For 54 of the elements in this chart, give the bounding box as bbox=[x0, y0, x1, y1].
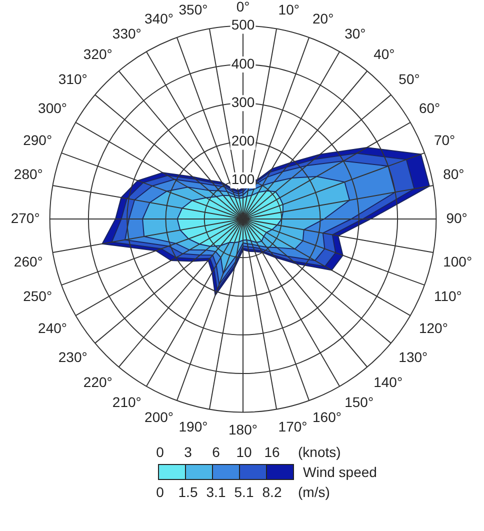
spoke-label: 80° bbox=[443, 166, 464, 182]
y-tick-label: 300 bbox=[231, 94, 255, 110]
spoke-label: 70° bbox=[434, 132, 456, 148]
spoke-label: 90° bbox=[446, 210, 468, 226]
spoke-label: 270° bbox=[10, 210, 40, 226]
spoke-label: 130° bbox=[398, 348, 428, 365]
y-tick-label: 200 bbox=[231, 132, 255, 149]
spoke-label: 30° bbox=[344, 25, 366, 42]
text: 8.2 bbox=[261, 484, 283, 500]
spoke-label: 330° bbox=[112, 25, 142, 42]
y-tick-label: 500 bbox=[231, 16, 255, 33]
spoke-label: 180° bbox=[228, 421, 258, 438]
text: 6 bbox=[211, 444, 221, 460]
spoke-label: 40° bbox=[374, 46, 395, 62]
text: 0 bbox=[155, 484, 165, 500]
y-tick-label: 400 bbox=[231, 55, 255, 72]
spoke-label: 300° bbox=[38, 100, 68, 116]
spoke-label: 250° bbox=[23, 288, 52, 304]
spoke-label: 260° bbox=[14, 254, 43, 270]
y-tick-label: 100 bbox=[231, 171, 255, 188]
spoke-label: 200° bbox=[144, 409, 174, 426]
spoke-label: 320° bbox=[83, 46, 112, 62]
spoke-label: 0° bbox=[236, 0, 250, 14]
text: 5.1 bbox=[233, 484, 255, 500]
spoke-label: 190° bbox=[178, 418, 208, 434]
spoke-label: 170° bbox=[278, 418, 308, 434]
spoke-label: 350° bbox=[178, 1, 208, 18]
spoke-label: 240° bbox=[38, 320, 68, 336]
text: (m/s) bbox=[298, 484, 330, 500]
legend-title: Wind speed bbox=[303, 464, 377, 480]
spoke-label: 280° bbox=[14, 166, 43, 182]
spoke-label: 230° bbox=[58, 348, 88, 365]
text: 10 bbox=[235, 444, 253, 460]
spoke-label: 160° bbox=[312, 409, 342, 426]
text: 0 bbox=[155, 444, 165, 460]
spoke-label: 120° bbox=[418, 320, 448, 336]
spoke-label: 20° bbox=[312, 10, 334, 27]
spoke-label: 140° bbox=[374, 374, 403, 390]
spoke-label: 210° bbox=[112, 394, 142, 410]
text: 3.1 bbox=[205, 484, 227, 500]
spoke-label: 50° bbox=[398, 70, 420, 87]
spoke-label: 150° bbox=[344, 394, 374, 410]
spoke-label: 340° bbox=[144, 10, 174, 27]
text: (knots) bbox=[298, 444, 341, 460]
spoke-label: 310° bbox=[58, 70, 88, 87]
spoke-label: 220° bbox=[83, 374, 112, 390]
spoke-label: 290° bbox=[23, 132, 52, 148]
text: 1.5 bbox=[177, 484, 199, 500]
text: 3 bbox=[183, 444, 193, 460]
spoke-label: 100° bbox=[443, 254, 472, 270]
spoke-label: 10° bbox=[278, 1, 300, 18]
spoke-label: 110° bbox=[434, 288, 462, 304]
spoke-label: 60° bbox=[418, 100, 440, 116]
text: 16 bbox=[263, 444, 281, 460]
